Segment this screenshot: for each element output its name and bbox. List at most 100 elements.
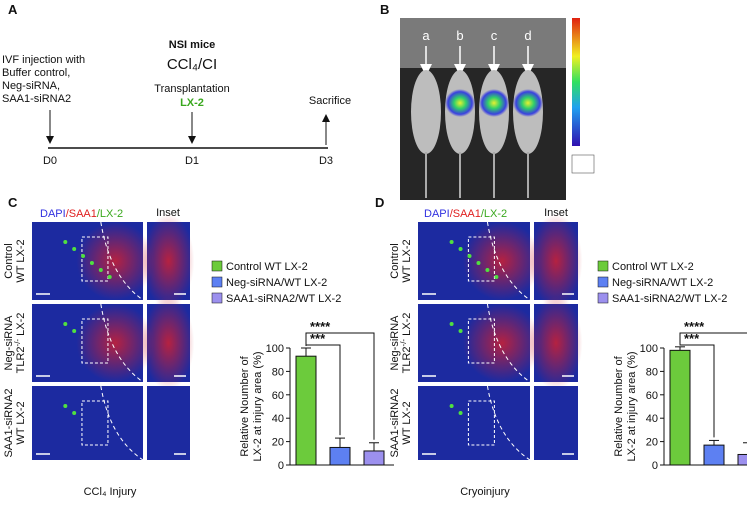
- model-label: CCl₄/CI: [167, 56, 217, 73]
- legend-swatch: [211, 260, 223, 272]
- cell-signal: [89, 261, 94, 265]
- injection-text: Neg-siRNA,: [2, 80, 60, 92]
- row-label: WT LX-2: [401, 401, 413, 444]
- cell-signal: [476, 261, 481, 265]
- row-label: WT LX-2: [15, 401, 27, 444]
- y-tick-label: 60: [272, 390, 284, 402]
- caption: Cryoinjury: [460, 486, 510, 498]
- day-label: D3: [319, 155, 333, 167]
- significance-label: ***: [310, 331, 326, 346]
- cell-signal: [81, 254, 86, 258]
- cell-signal: [458, 411, 463, 415]
- roi-box: [81, 236, 109, 282]
- stain: [142, 214, 195, 308]
- row-label: Neg-siRNA: [389, 315, 401, 371]
- legend-label: SAA1-siRNA2/WT LX-2: [226, 293, 341, 305]
- legend-swatch: [211, 292, 223, 304]
- legend-label: Control WT LX-2: [612, 261, 694, 273]
- panel-label: C: [8, 195, 18, 210]
- sacrifice-label: Sacrifice: [309, 95, 351, 107]
- imaging-photo: a b c d: [400, 18, 566, 200]
- cell-signal: [494, 275, 499, 279]
- info-box: [571, 154, 595, 174]
- stain-label: DAPI/SAA1/LX-2: [424, 208, 507, 220]
- stain: [142, 296, 195, 390]
- cell-label: LX-2: [180, 97, 204, 109]
- significance-bracket: [305, 332, 375, 440]
- stain: [76, 222, 155, 300]
- injection-text: IVF injection with: [2, 54, 85, 66]
- cell-signal: [107, 275, 112, 279]
- colorbar: [572, 18, 580, 146]
- cell-signal: [458, 329, 463, 333]
- injury-border: [100, 221, 144, 301]
- y-tick-label: 0: [652, 460, 658, 472]
- y-tick-label: 80: [272, 366, 284, 378]
- cell-signal: [449, 240, 454, 244]
- stain: [462, 222, 542, 300]
- day-label: D0: [43, 155, 57, 167]
- roi-box: [81, 318, 109, 364]
- cell-signal: [485, 268, 490, 272]
- lane-label: b: [456, 28, 463, 43]
- significance-label: ***: [684, 331, 700, 346]
- significance-bracket: [679, 332, 747, 345]
- bar: [295, 355, 317, 466]
- cell-signal: [72, 329, 77, 333]
- lane-label: c: [491, 28, 498, 43]
- y-tick-label: 40: [646, 413, 658, 425]
- cell-signal: [467, 254, 472, 258]
- roi-box: [467, 400, 495, 446]
- inset-image: [534, 386, 578, 460]
- cell-signal: [63, 404, 68, 408]
- injury-border: [100, 303, 144, 383]
- y-tick-label: 100: [640, 343, 658, 355]
- signal: [513, 89, 543, 117]
- cell-signal: [63, 322, 68, 326]
- legend-swatch: [211, 276, 223, 288]
- row-label: SAA1-siRNA2: [389, 388, 401, 457]
- stain-label: DAPI/SAA1/LX-2: [40, 208, 123, 220]
- injury-border: [100, 385, 144, 461]
- y-tick-label: 60: [646, 390, 658, 402]
- cell-signal: [98, 268, 103, 272]
- bar: [703, 444, 725, 466]
- day-label: D1: [185, 155, 199, 167]
- y-tick-label: 0: [278, 460, 284, 472]
- cell-signal: [72, 411, 77, 415]
- stain: [76, 304, 155, 382]
- injection-text: SAA1-siRNA2: [2, 93, 71, 105]
- panel-label: B: [380, 2, 389, 17]
- bar: [329, 446, 351, 466]
- cell-signal: [63, 240, 68, 244]
- y-tick-label: 100: [266, 343, 284, 355]
- significance-label: ****: [684, 319, 705, 334]
- row-label: TLR2-/- LX-2: [399, 313, 413, 374]
- lane-label: d: [524, 28, 531, 43]
- row-label: Control: [3, 243, 15, 278]
- legend-swatch: [597, 292, 609, 304]
- inset-image: [147, 386, 190, 460]
- bar: [669, 349, 691, 466]
- y-axis-label: Relative Noumber of: [613, 355, 625, 456]
- cell-signal: [458, 247, 463, 251]
- y-axis-label: Relative Noumber of: [239, 355, 251, 456]
- legend-label: Neg-siRNA/WT LX-2: [226, 277, 327, 289]
- row-label: SAA1-siRNA2: [3, 388, 15, 457]
- row-label: Control: [389, 243, 401, 278]
- injection-text: Buffer control,: [2, 67, 70, 79]
- bar: [737, 453, 747, 466]
- legend-swatch: [597, 260, 609, 272]
- micrograph: [418, 386, 530, 460]
- legend-label: Control WT LX-2: [226, 261, 308, 273]
- y-tick-label: 40: [272, 413, 284, 425]
- stain: [462, 304, 542, 382]
- injury-border: [486, 385, 531, 461]
- panel-label: A: [8, 2, 18, 17]
- roi-box: [467, 236, 495, 282]
- injury-border: [486, 221, 531, 301]
- row-label: WT LX-2: [15, 239, 27, 282]
- cell-signal: [449, 322, 454, 326]
- micrograph: [32, 386, 143, 460]
